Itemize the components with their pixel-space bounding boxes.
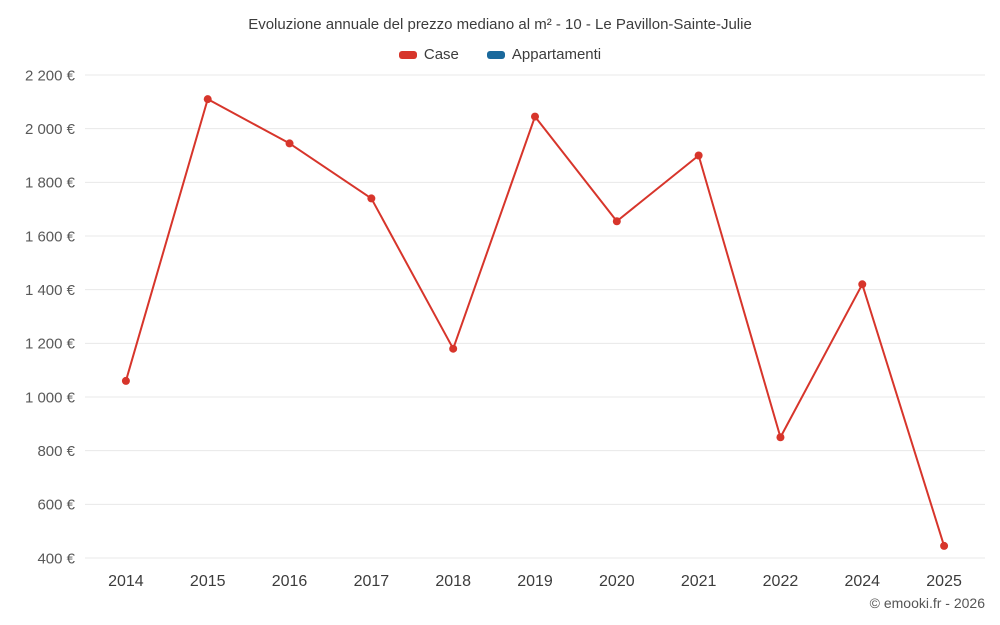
legend-swatch-appartamenti xyxy=(486,50,505,59)
x-axis-tick-label: 2014 xyxy=(108,573,144,590)
y-axis-tick-label: 800 € xyxy=(37,443,75,460)
data-point[interactable] xyxy=(940,541,949,550)
data-point[interactable] xyxy=(367,194,376,203)
x-axis-tick-label: 2025 xyxy=(926,573,962,590)
chart-title: Evoluzione annuale del prezzo mediano al… xyxy=(248,16,752,33)
data-point[interactable] xyxy=(449,344,458,353)
data-point[interactable] xyxy=(121,376,130,385)
x-axis-tick-label: 2020 xyxy=(599,573,635,590)
data-point[interactable] xyxy=(694,151,703,160)
x-axis-tick-label: 2015 xyxy=(190,573,226,590)
x-axis-tick-label: 2019 xyxy=(517,573,553,590)
x-axis-tick-label: 2016 xyxy=(272,573,308,590)
chart-legend: Case Appartamenti xyxy=(0,46,1000,63)
y-axis-tick-label: 2 200 € xyxy=(25,67,76,84)
y-axis-tick-label: 1 600 € xyxy=(25,228,76,245)
y-axis-tick-label: 2 000 € xyxy=(25,121,76,138)
y-axis-tick-label: 1 200 € xyxy=(25,336,76,353)
y-axis-tick-label: 400 € xyxy=(37,550,75,567)
legend-item-case[interactable]: Case xyxy=(398,46,459,63)
legend-item-appartamenti[interactable]: Appartamenti xyxy=(486,46,602,63)
legend-label-appartamenti: Appartamenti xyxy=(511,46,602,63)
data-point[interactable] xyxy=(612,217,621,226)
data-point[interactable] xyxy=(531,112,539,121)
x-axis-tick-label: 2021 xyxy=(681,573,717,590)
legend-swatch-case xyxy=(398,50,417,59)
series-line-case xyxy=(124,98,946,547)
y-axis-tick-label: 1 800 € xyxy=(25,175,76,192)
x-axis-tick-label: 2022 xyxy=(763,573,799,590)
legend-label-case: Case xyxy=(423,46,459,63)
y-axis-tick-label: 1 000 € xyxy=(25,389,76,406)
x-axis-tick-label: 2024 xyxy=(844,573,880,590)
x-axis-tick-label: 2018 xyxy=(435,573,471,590)
y-axis-tick-label: 600 € xyxy=(37,497,75,514)
chart-footer-credit: © emooki.fr - 2026 xyxy=(869,595,985,611)
x-axis-tick-label: 2017 xyxy=(354,573,390,590)
data-point[interactable] xyxy=(858,280,867,289)
data-point[interactable] xyxy=(203,95,212,104)
data-point[interactable] xyxy=(285,139,294,148)
data-point[interactable] xyxy=(776,433,785,442)
y-axis-tick-label: 1 400 € xyxy=(25,282,76,299)
